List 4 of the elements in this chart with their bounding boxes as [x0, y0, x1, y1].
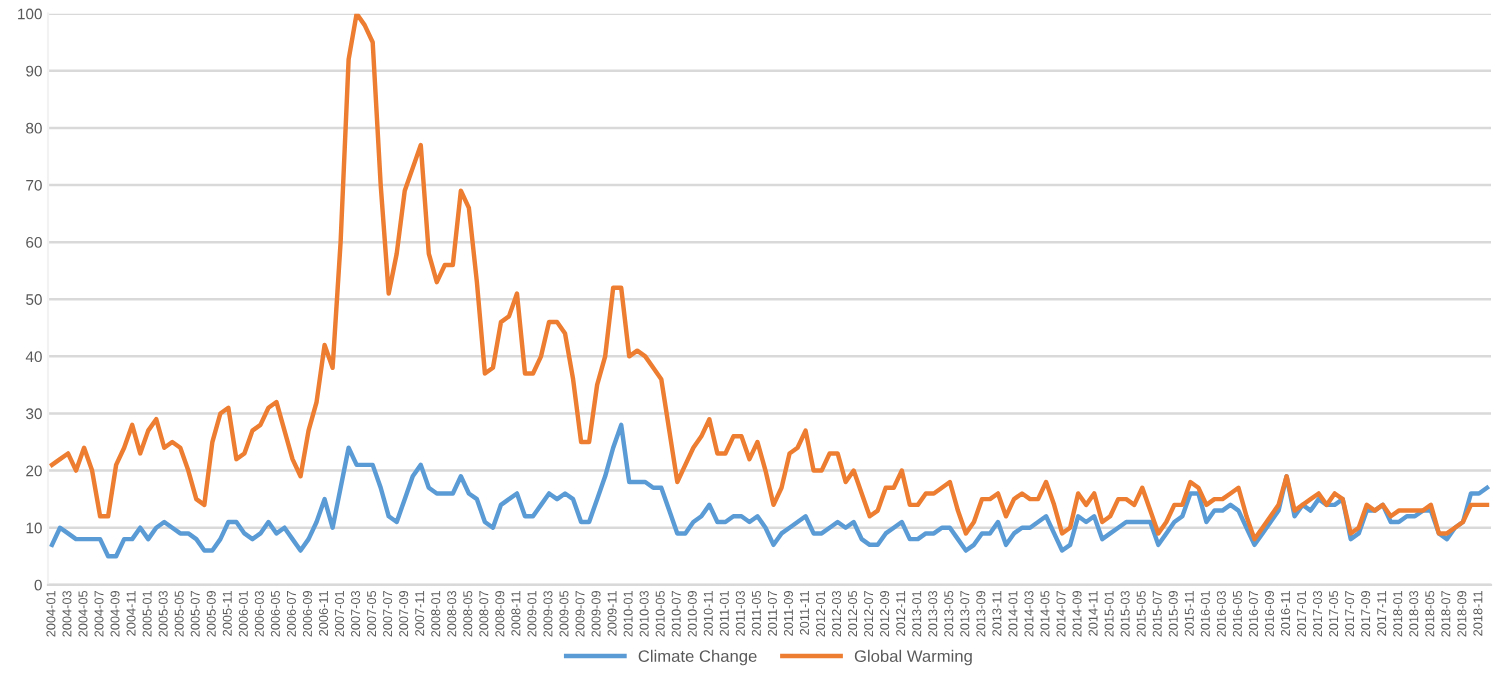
- legend-label: Global Warming: [854, 649, 972, 666]
- line-series: [49, 422, 1490, 559]
- legend-label: Climate Change: [638, 649, 757, 666]
- line-series: [49, 13, 1490, 542]
